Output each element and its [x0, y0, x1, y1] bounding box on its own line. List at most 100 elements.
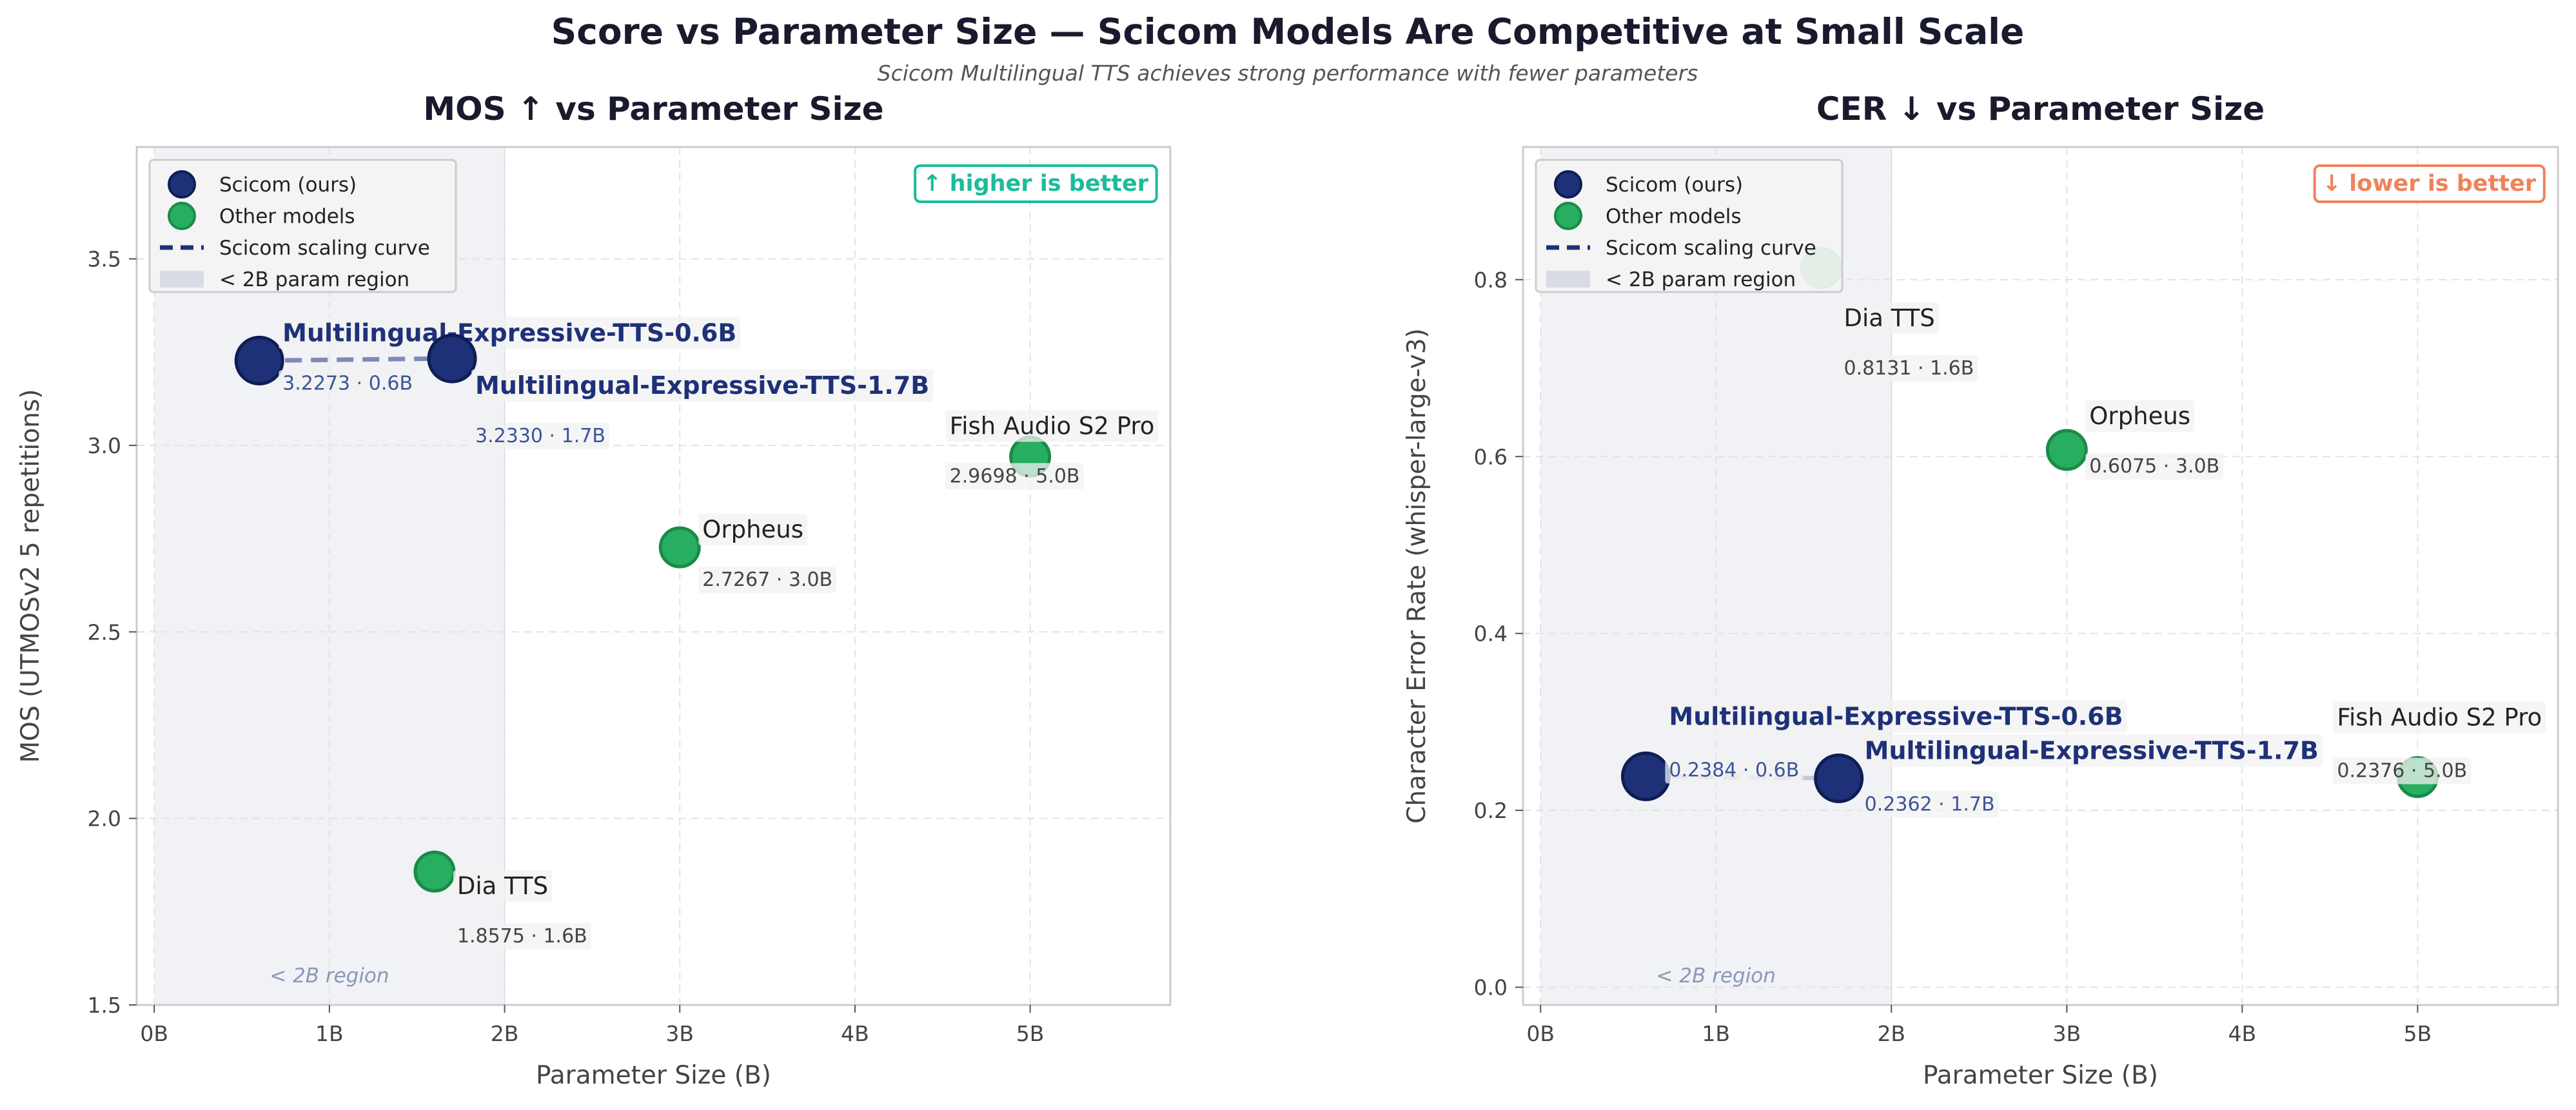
point-name-label: Fish Audio S2 Pro [2337, 704, 2542, 732]
point-value-label: 1.8575 · 1.6B [457, 925, 587, 948]
direction-badge: ↑ higher is better [923, 171, 1149, 197]
legend: Scicom (ours) Other models Scicom scaling … [1535, 159, 1844, 293]
y-tick-label: 2.0 [88, 806, 121, 832]
legend-entry-region: < 2B param region [1606, 268, 1796, 291]
label-background [1665, 757, 1804, 784]
region-label: < 2B region [1657, 964, 1776, 988]
x-tick-label: 3B [2052, 1021, 2081, 1046]
x-tick-label: 5B [1016, 1021, 1045, 1046]
legend-entry-other: Other models [1606, 205, 1742, 228]
y-axis-label: Character Error Rate (whisper-large-v3) [1402, 328, 1431, 824]
label-background [2085, 400, 2195, 432]
y-tick-label: 2.5 [88, 619, 121, 645]
figure-subtitle: Scicom Multilingual TTS achieves strong … [878, 61, 1698, 86]
point-name-label: Fish Audio S2 Pro [950, 412, 1155, 440]
y-tick-label: 0.4 [1474, 621, 1508, 647]
y-tick-label: 1.5 [88, 993, 121, 1018]
label-background [471, 369, 934, 402]
x-tick-label: 2B [491, 1021, 519, 1046]
point-value-label: 2.7267 · 3.0B [702, 569, 832, 591]
scicom-point [1620, 751, 1671, 801]
legend-frame [148, 159, 457, 293]
scaling-curve [259, 356, 453, 363]
point-value-label: 0.2384 · 0.6B [1669, 759, 1799, 781]
point-value-label: 0.2376 · 5.0B [2337, 760, 2467, 783]
other-model-point [2045, 429, 2088, 471]
label-background [698, 514, 808, 546]
x-axis-label: Parameter Size (B) [536, 1061, 771, 1090]
legend-marker-region [160, 271, 204, 287]
label-background [1665, 700, 2127, 733]
label-background [2333, 757, 2472, 784]
legend-marker-ours [1554, 170, 1582, 199]
label-background [1840, 355, 1978, 382]
x-tick-label: 5B [2404, 1021, 2432, 1046]
label-background [1840, 302, 1939, 334]
x-tick-label: 2B [1877, 1021, 1905, 1046]
legend-entry-curve: Scicom scaling curve [1606, 237, 1816, 260]
point-name-label: Dia TTS [1844, 304, 1934, 332]
legend-frame [1535, 159, 1844, 293]
label-background [1860, 791, 1999, 818]
y-tick-label: 0.8 [1474, 268, 1508, 293]
point-name-label: Orpheus [702, 516, 803, 543]
legend-entry-ours: Scicom (ours) [219, 173, 357, 197]
plot-frame [1522, 146, 2559, 1006]
point-name-label: Multilingual-Expressive-TTS-0.6B [1669, 702, 2123, 730]
y-axis-label: MOS (UTMOSv2 5 repetitions) [16, 389, 45, 763]
axes-title: MOS ↑ vs Parameter Size [423, 90, 883, 128]
direction-badge: ↓ lower is better [2323, 171, 2537, 197]
point-value-label: 2.9698 · 5.0B [950, 465, 1080, 487]
x-tick-label: 1B [1702, 1021, 1730, 1046]
point-value-label: 3.2330 · 1.7B [475, 425, 605, 447]
label-background [453, 870, 553, 902]
other-model-point [658, 526, 701, 569]
point-value-label: 0.6075 · 3.0B [2089, 455, 2219, 478]
chart-panel-2: 0B 1B 2B 3B 4B 5B 0.0 0.2 0.4 0.6 0.8 CER ↓ vs Para… [1402, 90, 2559, 1090]
x-tick-label: 4B [2228, 1021, 2257, 1046]
scicom-point [1814, 753, 1864, 803]
point-name-label: Dia TTS [457, 872, 548, 900]
label-background [698, 567, 837, 594]
point-value-label: 3.2273 · 0.6B [282, 372, 413, 394]
legend: Scicom (ours) Other models Scicom scaling … [148, 159, 457, 293]
label-background [279, 316, 741, 349]
legend-marker-ours [168, 170, 196, 199]
x-tick-label: 1B [315, 1021, 344, 1046]
y-tick-label: 0.0 [1474, 975, 1508, 1000]
x-tick-label: 0B [140, 1021, 168, 1046]
label-background [471, 423, 609, 450]
point-name-label: Multilingual-Expressive-TTS-1.7B [475, 371, 929, 400]
point-name-label: Multilingual-Expressive-TTS-0.6B [282, 318, 736, 347]
badge-frame [914, 164, 1158, 203]
scicom-point [427, 333, 477, 384]
legend-entry-curve: Scicom scaling curve [219, 237, 430, 260]
point-name-label: Orpheus [2089, 402, 2190, 430]
x-tick-label: 4B [841, 1021, 869, 1046]
label-background [453, 923, 591, 950]
point-value-label: 0.2362 · 1.7B [1865, 793, 1995, 815]
label-background [945, 410, 1159, 442]
y-tick-label: 3.0 [88, 433, 121, 458]
label-background [279, 370, 417, 397]
legend-entry-other: Other models [219, 205, 355, 228]
point-name-label: Multilingual-Expressive-TTS-1.7B [1865, 736, 2319, 764]
badge-frame [2313, 164, 2546, 203]
y-tick-label: 0.6 [1474, 444, 1508, 469]
scicom-point [234, 335, 284, 385]
point-value-label: 0.8131 · 1.6B [1844, 357, 1974, 380]
label-background [2333, 701, 2546, 734]
region-label: < 2B region [270, 964, 389, 988]
x-tick-label: 3B [665, 1021, 694, 1046]
label-background [945, 463, 1084, 490]
x-tick-label: 0B [1526, 1021, 1555, 1046]
legend-marker-other [1554, 202, 1582, 230]
figure-title: Score vs Parameter Size — Scicom Models … [551, 11, 2025, 52]
y-tick-label: 0.2 [1474, 798, 1508, 823]
x-axis-label: Parameter Size (B) [1923, 1061, 2158, 1090]
legend-entry-region: < 2B param region [219, 268, 409, 291]
y-tick-label: 3.5 [88, 247, 121, 272]
chart-panel-1: 0B 1B 2B 3B 4B 5B 1.5 2.0 2.5 3.0 3.5 MOS ↑ vs Para… [16, 90, 1172, 1090]
legend-marker-region [1546, 271, 1590, 287]
